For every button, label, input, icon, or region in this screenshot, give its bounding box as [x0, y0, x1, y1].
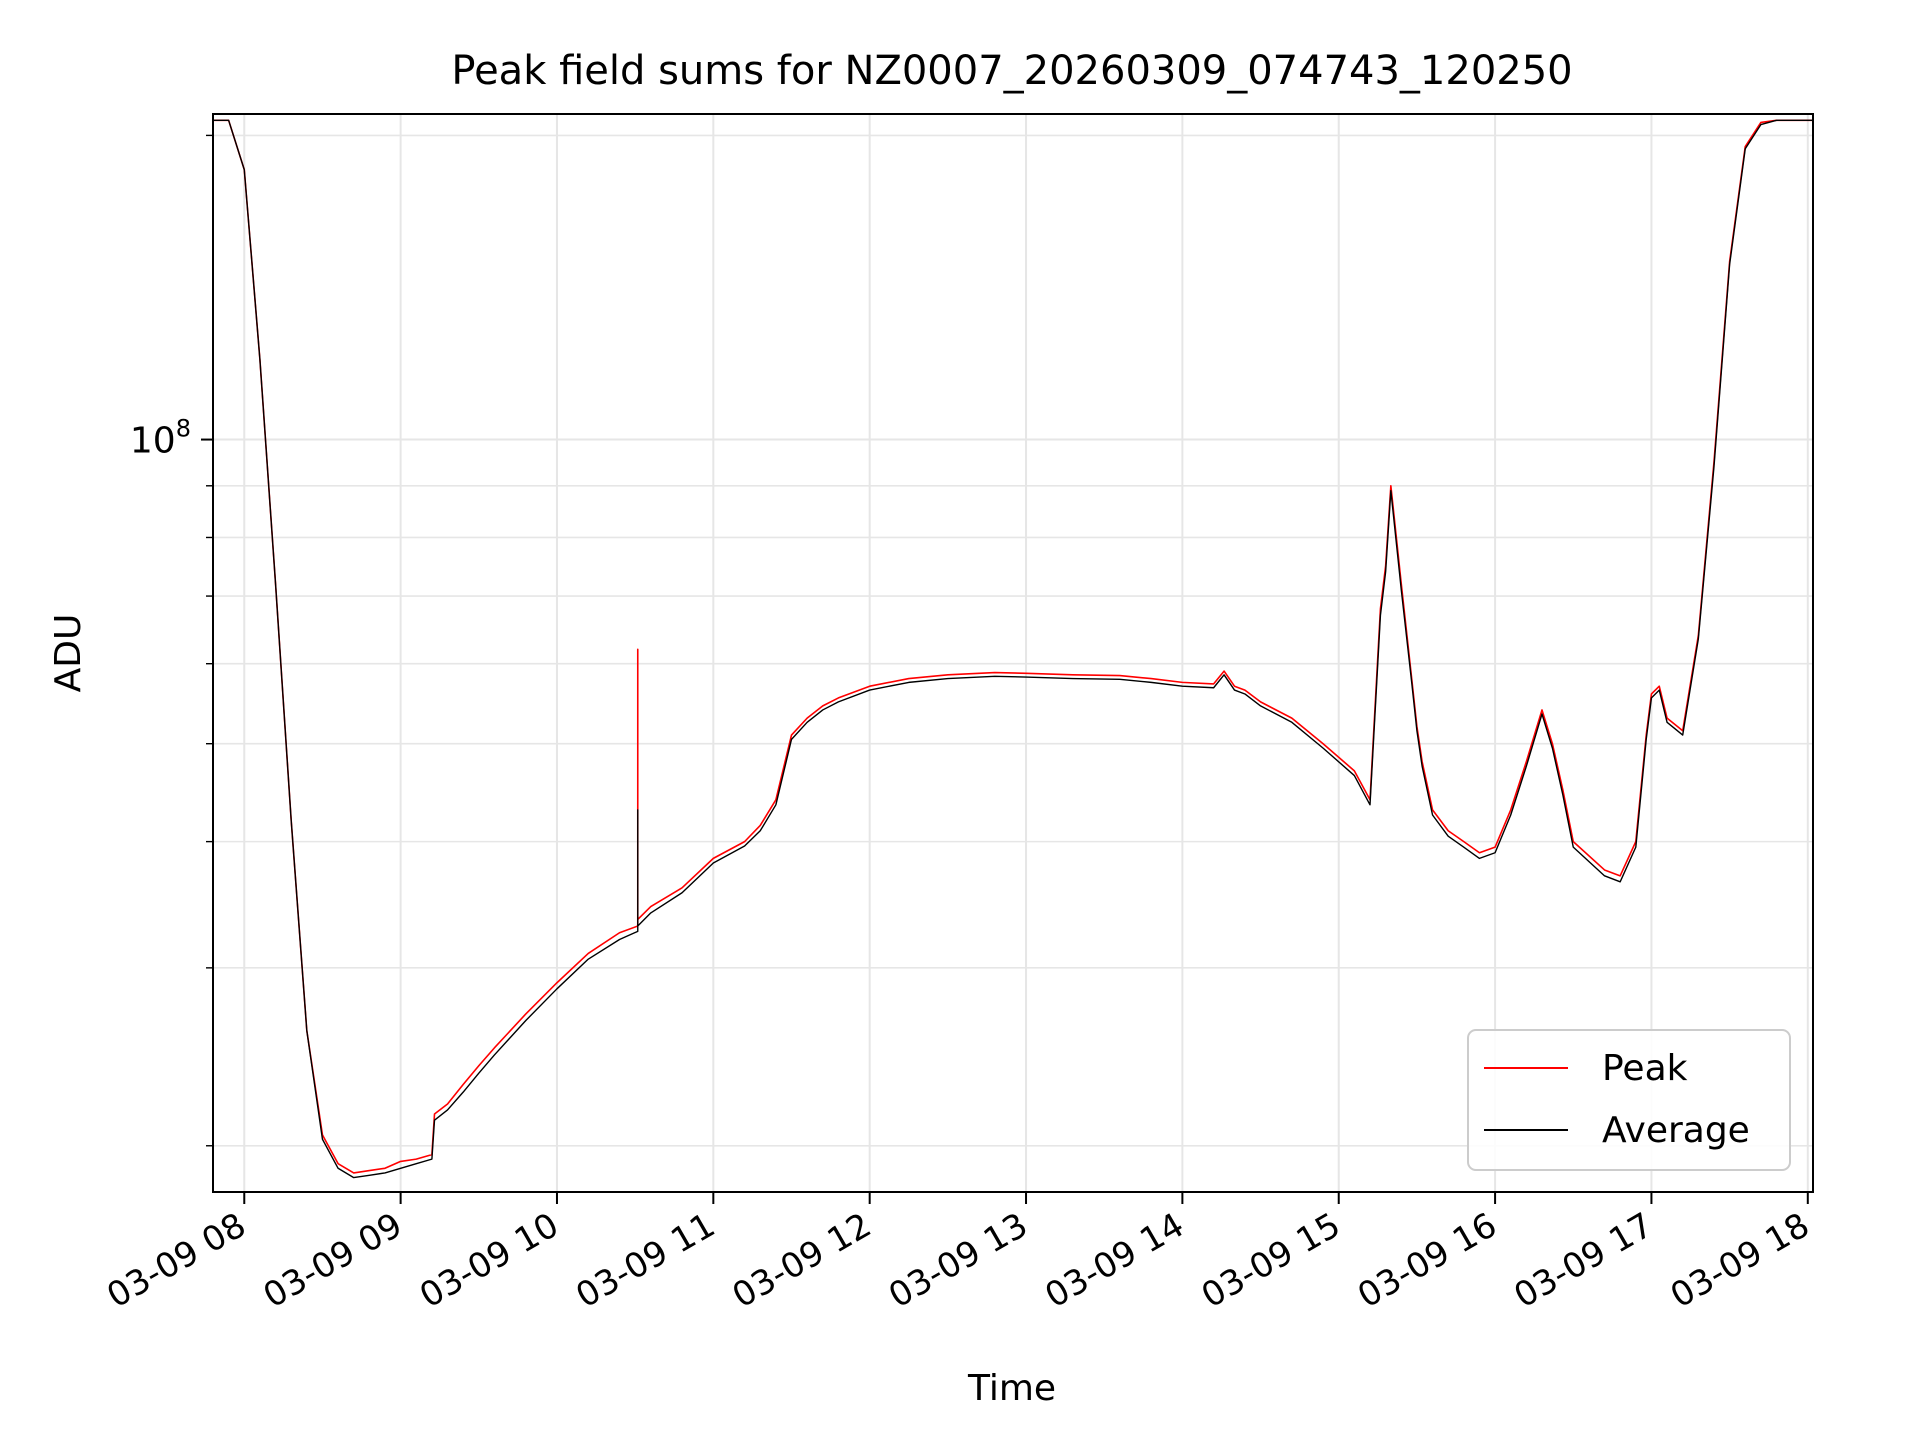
x-axis-label: Time — [967, 1368, 1056, 1409]
y-axis-label: ADU — [48, 614, 89, 693]
series-lines — [213, 119, 1813, 1179]
legend: Peak Average — [1467, 1029, 1791, 1171]
legend-label-peak: Peak — [1602, 1048, 1688, 1089]
legend-box — [1467, 1029, 1791, 1171]
y-tick-label: 108 — [130, 415, 191, 462]
plot-frame — [212, 113, 1814, 1193]
series-line-average — [213, 119, 1813, 1179]
grid — [213, 114, 1813, 1192]
chart-title: Peak field sums for NZ0007_20260309_0747… — [451, 48, 1572, 94]
legend-label-average: Average — [1602, 1110, 1750, 1151]
y-axis: 108 — [130, 134, 213, 1147]
